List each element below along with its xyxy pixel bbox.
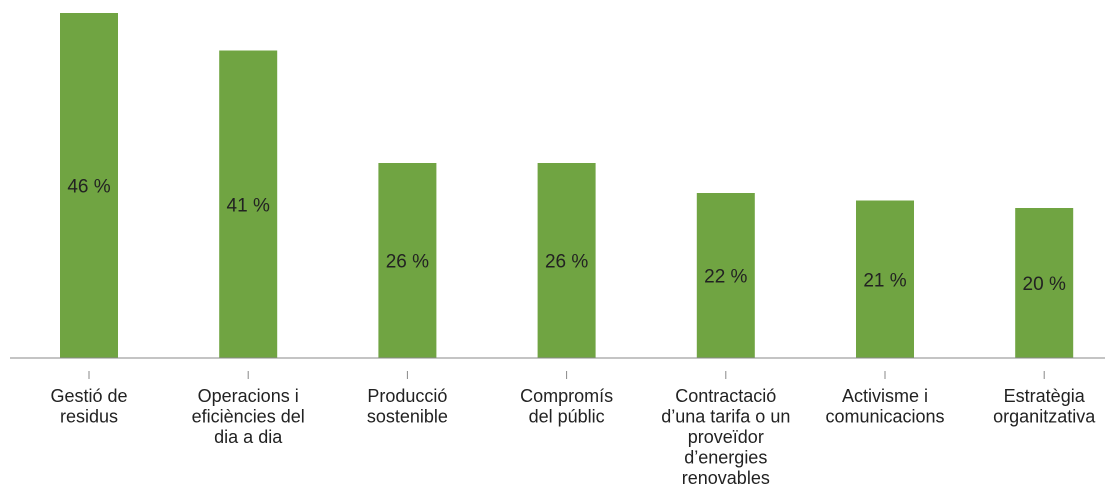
category-label: Compromís del públic (520, 386, 613, 427)
category-label: Producció sostenible (367, 386, 448, 427)
bar-value-label: 21 % (863, 270, 906, 291)
bar-3 (378, 163, 437, 358)
bar-4 (537, 163, 596, 358)
ticks-group (88, 371, 1045, 379)
bar-value-label: 46 % (67, 177, 110, 198)
category-label: Gestió de residus (50, 386, 127, 427)
bar-2 (219, 50, 278, 358)
category-label: Estratègia organitzativa (993, 386, 1096, 427)
bar-value-label: 41 % (227, 195, 270, 216)
category-label: Operacions i eficiències del dia a dia (192, 386, 305, 447)
bar-1 (60, 13, 118, 358)
category-labels-group: Gestió de residus Operacions i eficiències … (50, 386, 1096, 488)
bar-5 (696, 193, 755, 358)
bar-value-label: 22 % (704, 267, 747, 288)
category-label: Activisme i comunicacions (825, 386, 944, 427)
bar-6 (856, 200, 914, 358)
category-label: Contractació d’una tarifa o un proveïdor d’… (661, 386, 790, 488)
bar-value-label: 26 % (386, 252, 429, 273)
bar-value-label: 26 % (545, 252, 588, 273)
bar-7 (1015, 208, 1074, 358)
bars-group: 46 % 41 % 26 % 26 % 22 % 21 % 20 % (60, 13, 1074, 358)
bar-value-label: 20 % (1023, 274, 1066, 295)
